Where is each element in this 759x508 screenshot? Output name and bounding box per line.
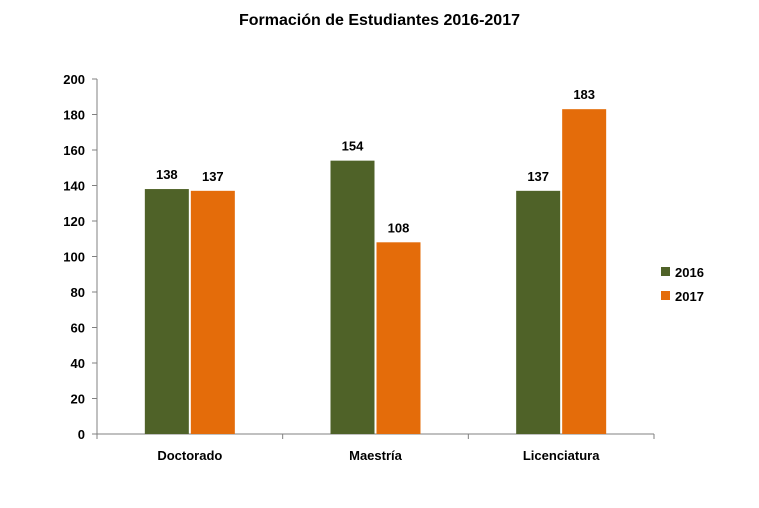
y-tick-label: 200	[63, 72, 85, 87]
x-category-label: Licenciatura	[523, 448, 600, 463]
legend-swatch	[661, 291, 670, 300]
bar	[562, 109, 607, 435]
bar	[330, 160, 375, 434]
bar	[376, 242, 421, 434]
legend-label: 2016	[675, 265, 704, 280]
data-label: 137	[527, 169, 549, 184]
legend-label: 2017	[675, 289, 704, 304]
y-tick-label: 180	[63, 108, 85, 123]
bar	[144, 189, 189, 434]
data-label: 154	[342, 139, 364, 154]
y-tick-label: 140	[63, 179, 85, 194]
y-tick-label: 160	[63, 143, 85, 158]
bar	[516, 190, 561, 434]
y-tick-label: 60	[71, 321, 85, 336]
data-label: 108	[388, 220, 410, 235]
bar	[190, 190, 235, 434]
x-category-label: Maestría	[349, 448, 403, 463]
data-label: 137	[202, 169, 224, 184]
x-category-label: Doctorado	[157, 448, 222, 463]
bars-layer	[144, 109, 607, 435]
y-tick-label: 20	[71, 392, 85, 407]
data-label: 138	[156, 167, 178, 182]
data-label: 183	[573, 87, 595, 102]
y-tick-label: 40	[71, 356, 85, 371]
legend: 2016 2017	[661, 265, 704, 304]
chart-title: Formación de Estudiantes 2016-2017	[239, 12, 520, 29]
y-tick-label: 0	[78, 427, 85, 442]
y-tick-label: 100	[63, 250, 85, 265]
data-labels-layer: 138 137 154 108 137 183	[156, 87, 595, 235]
axes-layer: 0 20 40 60 80 100 120 140 160 180 200 Doctorado Maes…	[63, 72, 655, 463]
y-tick-label: 80	[71, 285, 85, 300]
legend-swatch	[661, 267, 670, 276]
y-tick-label: 120	[63, 214, 85, 229]
